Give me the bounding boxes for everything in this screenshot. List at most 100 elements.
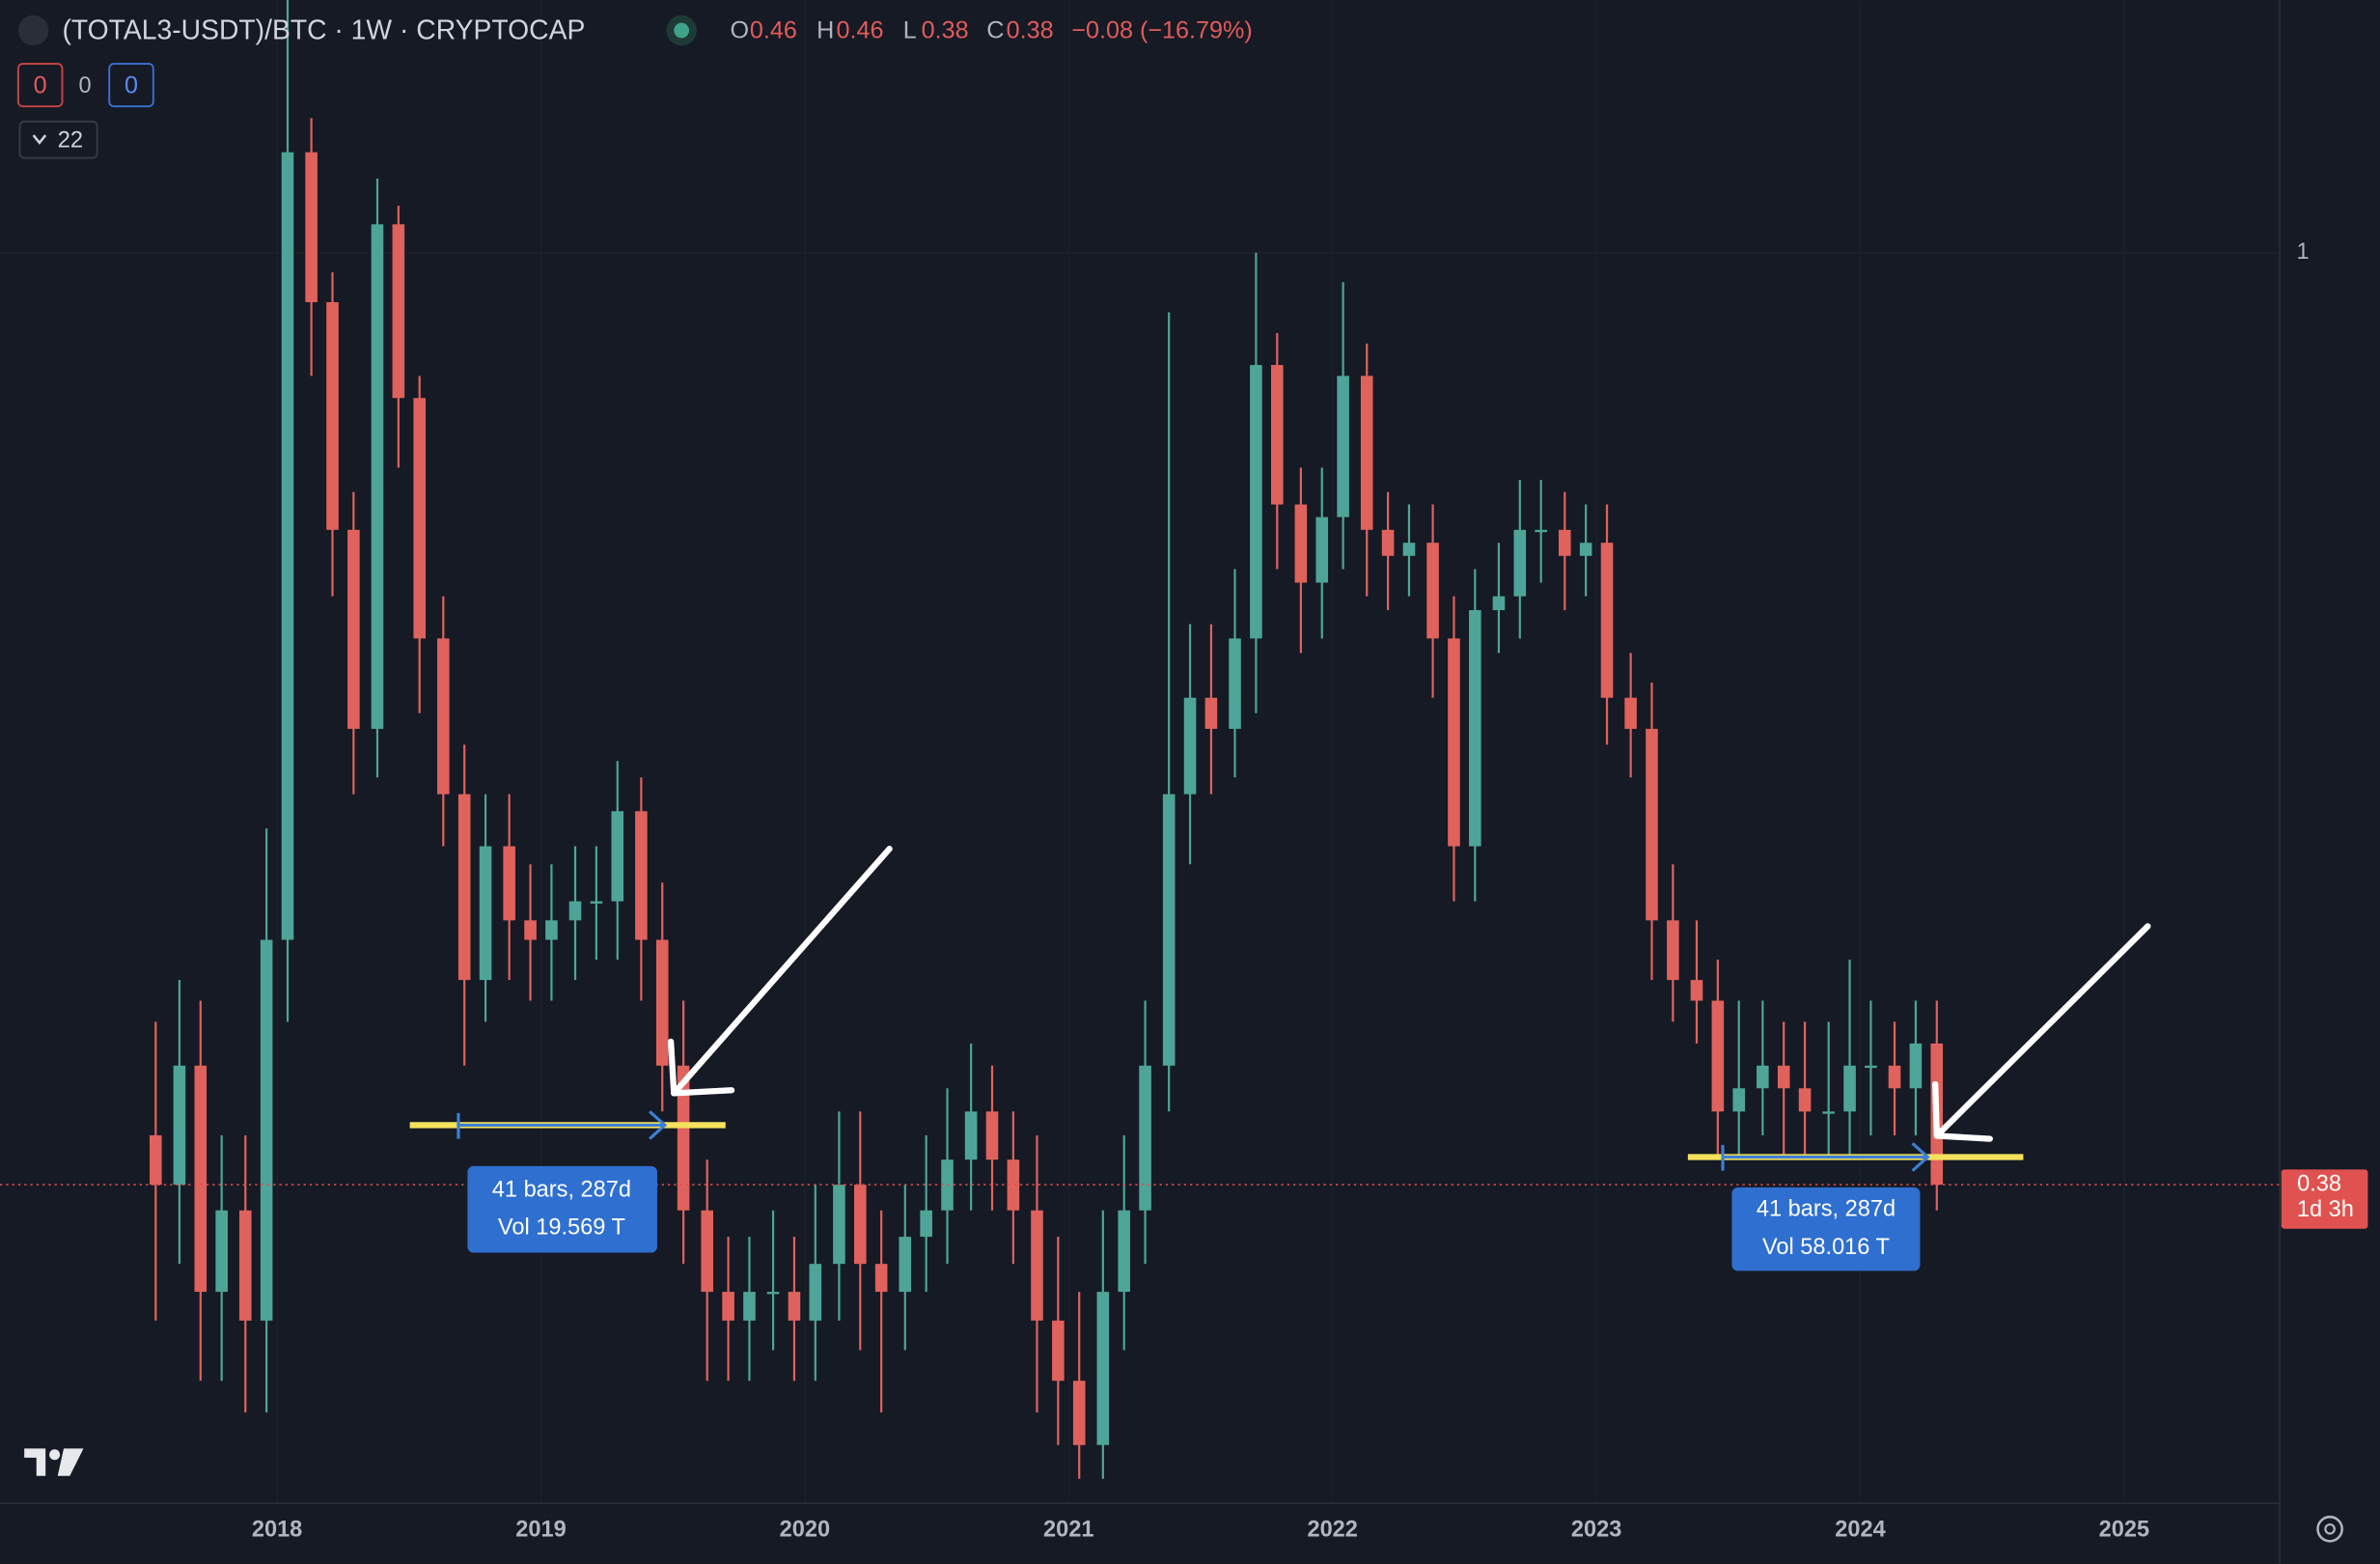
arrow-head xyxy=(1932,1080,1993,1142)
candle-body xyxy=(1492,596,1506,610)
ohlc-label: H xyxy=(816,17,834,44)
candle-body xyxy=(899,1237,912,1293)
arrow xyxy=(1933,923,2151,1139)
indicator-count: 22 xyxy=(58,127,83,153)
candle-body xyxy=(238,1210,252,1321)
x-tick-label: 2022 xyxy=(1307,1517,1357,1542)
x-tick-label: 2018 xyxy=(252,1517,302,1542)
ohlc-label: C xyxy=(986,17,1004,44)
x-tick-label: 2024 xyxy=(1835,1517,1885,1542)
candle-body xyxy=(1052,1320,1065,1382)
candle-body xyxy=(1229,638,1241,729)
candle-body xyxy=(503,846,515,921)
badge-blue-count: 0 xyxy=(125,71,138,98)
indicators-toggle[interactable] xyxy=(18,120,98,159)
candle-body xyxy=(722,1292,734,1321)
x-tick-label: 2025 xyxy=(2099,1517,2149,1542)
x-tick-label: 2020 xyxy=(780,1517,830,1542)
candle-body xyxy=(655,939,669,1066)
candle-body xyxy=(1096,1292,1110,1445)
candle-body xyxy=(1250,365,1262,639)
badge-red[interactable] xyxy=(16,63,64,108)
measure-arrow xyxy=(1911,1142,1930,1172)
candle-body xyxy=(326,301,339,530)
candle-body xyxy=(874,1264,888,1293)
ohlc-value: 0.38 xyxy=(922,17,969,44)
candle-body xyxy=(457,794,471,981)
candle-body xyxy=(1204,697,1218,729)
last-price-label: 0.38 xyxy=(2297,1170,2341,1195)
candle-body xyxy=(1558,529,1571,556)
badge-red-count: 0 xyxy=(34,71,47,98)
candle-body xyxy=(1402,543,1416,556)
candle-body xyxy=(1888,1065,1901,1089)
candle-body xyxy=(524,920,537,940)
ohlc-label: L xyxy=(903,17,917,44)
candle-body xyxy=(1865,1065,1877,1069)
candle-body xyxy=(809,1264,822,1321)
candle-body xyxy=(305,152,318,302)
tradingview-logo[interactable] xyxy=(24,1448,84,1476)
candle-body xyxy=(1843,1065,1856,1112)
ohlc-value: 0.46 xyxy=(750,17,797,44)
candle-body xyxy=(1777,1065,1790,1089)
symbol-icon[interactable] xyxy=(17,14,49,46)
axes: 2018 2019 2020 2021 2022 2023 2024 2025 1 0.381d … xyxy=(252,238,2368,1542)
candle-body xyxy=(1139,1065,1151,1211)
candle-body xyxy=(1624,697,1637,729)
candle-body xyxy=(590,901,603,904)
candle-body xyxy=(743,1292,756,1321)
ohlc-value: 0.46 xyxy=(837,17,884,44)
settings-icon[interactable] xyxy=(2316,1515,2343,1543)
candle-body xyxy=(1667,920,1679,981)
candle-body xyxy=(1426,543,1439,639)
status-dot xyxy=(674,22,690,39)
measure-bars: 41 bars, 287d xyxy=(492,1176,631,1201)
candle-body xyxy=(1646,728,1658,921)
candle-body xyxy=(260,939,273,1321)
candle-body xyxy=(1315,517,1329,583)
candle-body xyxy=(1118,1210,1130,1293)
candle-body xyxy=(1183,697,1197,795)
candle-body xyxy=(1600,543,1614,698)
symbol-title[interactable]: (TOTAL3-USDT)/BTC · 1W · CRYPTOCAP xyxy=(62,14,585,45)
candle-body xyxy=(1448,638,1460,847)
logo-part xyxy=(49,1449,61,1461)
measure-arrow xyxy=(649,1110,668,1140)
arrow xyxy=(671,846,893,1097)
candle-body xyxy=(677,1065,690,1211)
chevron xyxy=(32,134,47,145)
candle-body xyxy=(833,1185,845,1265)
ohlc-label: O xyxy=(730,17,749,44)
badge-blue[interactable] xyxy=(108,63,154,108)
candle-body xyxy=(1072,1381,1086,1445)
x-tick-label: 2023 xyxy=(1571,1517,1621,1542)
candle-body xyxy=(1270,365,1284,505)
candle-body xyxy=(1822,1111,1835,1114)
candle-body xyxy=(1732,1088,1746,1112)
plot-area xyxy=(0,0,2281,1479)
candle-body xyxy=(1162,794,1176,1066)
logo-part xyxy=(24,1448,46,1476)
candle-body xyxy=(1690,980,1703,1001)
candle-body xyxy=(173,1065,186,1186)
candle-body xyxy=(635,811,648,940)
candle-body xyxy=(1007,1159,1020,1211)
candle-body xyxy=(788,1292,801,1321)
candle-body xyxy=(392,224,405,399)
candle-body xyxy=(347,529,360,729)
legend-header: (TOTAL3-USDT)/BTC · 1W · CRYPTOCAP O 0.4… xyxy=(16,14,1253,159)
candle-body xyxy=(281,152,294,940)
drawings: 41 bars, 287d Vol 19.569 T 41 bars, 287d… xyxy=(409,846,2151,1271)
candle-body xyxy=(413,398,427,639)
candle-body xyxy=(1579,543,1592,556)
last-price-tag xyxy=(2281,1169,2368,1229)
candle-body xyxy=(1711,1000,1725,1112)
candle-body xyxy=(1031,1210,1043,1321)
candle-body xyxy=(1535,529,1547,533)
measure-bars: 41 bars, 287d xyxy=(1757,1196,1896,1221)
measure-box xyxy=(1731,1187,1921,1271)
candle-body xyxy=(1757,1065,1769,1089)
